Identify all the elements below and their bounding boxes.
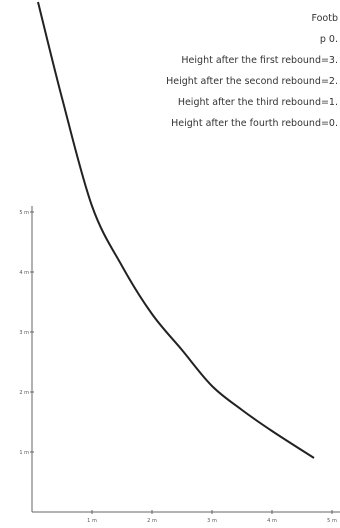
annotation: Height after the first rebound=3. — [181, 55, 338, 66]
y-tick-label: 3 m — [19, 330, 29, 336]
y-tick-label: 5 m — [19, 210, 29, 216]
x-tick-label: 5 m — [327, 518, 337, 524]
annotation: p 0. — [320, 34, 338, 45]
y-tick-label: 4 m — [19, 270, 29, 276]
x-tick-label: 2 m — [147, 518, 157, 524]
y-tick-label: 2 m — [19, 390, 29, 396]
curve — [37, 1, 315, 459]
annotation: Height after the third rebound=1. — [178, 97, 338, 108]
annotation: Footb — [311, 13, 338, 24]
x-tick-label: 3 m — [207, 518, 217, 524]
y-tick-label: 1 m — [19, 450, 29, 456]
annotation: Height after the fourth rebound=0. — [171, 118, 338, 129]
x-tick-label: 1 m — [87, 518, 97, 524]
x-tick-label: 4 m — [267, 518, 277, 524]
annotation: Height after the second rebound=2. — [166, 76, 338, 87]
